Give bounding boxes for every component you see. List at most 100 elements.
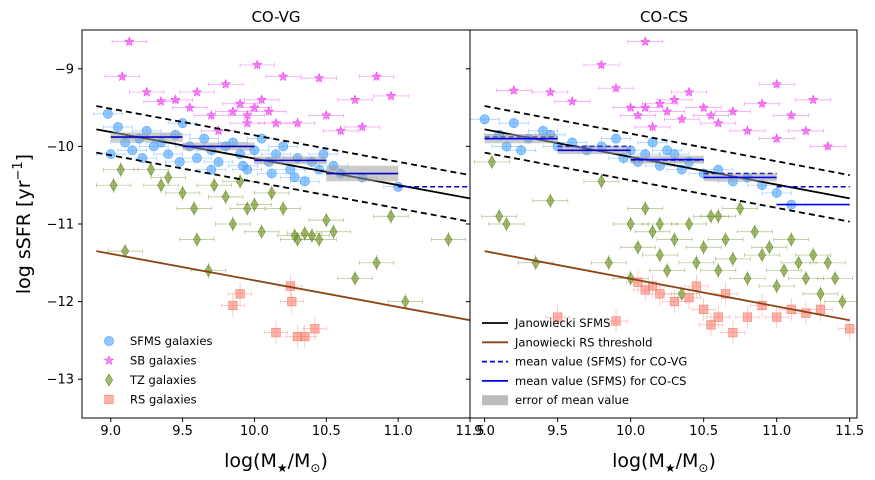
legend-label: mean value (SFMS) for CO-CS	[515, 374, 686, 388]
data-point-diamond	[293, 232, 302, 247]
data-point-diamond	[178, 186, 187, 200]
x-tick-label: 10.0	[616, 424, 645, 439]
title-co-vg: CO-VG	[251, 8, 300, 26]
data-point-star	[727, 106, 738, 116]
data-point-diamond	[221, 190, 230, 204]
ticks-co-vg: 9.0 9.5 10.0 10.5 11.0 11.5 −9 −10 −11 −12 −13	[47, 62, 485, 439]
data-point-square	[742, 312, 753, 322]
panel-co-cs: 9.0 9.5 10.0 10.5 11.0 11.5 CO-CS Janowiecki …	[466, 8, 864, 439]
data-point-diamond	[372, 256, 381, 270]
data-point-diamond	[604, 256, 613, 270]
data-point-star	[596, 59, 607, 70]
legend-marker-star	[103, 355, 115, 365]
data-point-square	[706, 320, 716, 330]
data-point-star	[654, 98, 665, 109]
data-point-star	[242, 109, 253, 120]
x-tick-label: 9.0	[100, 424, 121, 439]
data-point-star	[184, 102, 195, 112]
data-point-circle	[516, 145, 527, 156]
sfms-scatter-line	[484, 105, 850, 176]
data-point-diamond	[707, 209, 715, 223]
data-point-star	[117, 71, 128, 81]
y-tick-label: −11	[47, 218, 74, 233]
data-point-star	[385, 90, 397, 101]
data-point-star	[278, 71, 289, 81]
data-point-circle	[479, 114, 490, 125]
data-point-square	[713, 312, 723, 322]
data-point-square	[815, 304, 826, 314]
data-point-diamond	[157, 178, 165, 192]
data-point-star	[155, 95, 167, 106]
sfms-scatter-line	[484, 151, 850, 223]
data-point-star	[249, 102, 260, 112]
data-point-diamond	[699, 240, 708, 254]
data-point-diamond	[780, 263, 788, 278]
legend-label: Janowiecki SFMS	[514, 316, 610, 330]
data-point-star	[292, 117, 303, 128]
data-point-star	[713, 117, 724, 128]
data-point-diamond	[257, 225, 266, 239]
data-point-star	[756, 98, 768, 109]
y-axis-label: log sSFR [yr−1]	[11, 154, 35, 294]
data-point-square	[611, 316, 621, 326]
y-tick-label: −10	[47, 140, 74, 155]
data-point-star	[252, 59, 263, 70]
data-point-diamond	[677, 287, 686, 301]
data-point-star	[800, 125, 812, 136]
y-tick-label: −9	[55, 62, 74, 77]
legend-label: error of mean value	[515, 393, 629, 407]
data-point-star	[335, 125, 346, 136]
data-point-circle	[299, 176, 310, 187]
data-point-diamond	[685, 217, 694, 231]
data-point-diamond	[794, 256, 803, 270]
x-tick-label: 11.5	[835, 424, 864, 439]
data-point-star	[357, 121, 368, 132]
data-point-diamond	[190, 201, 199, 216]
data-point-diamond	[823, 256, 832, 270]
legend-label: mean value (SFMS) for CO-VG	[515, 355, 687, 369]
data-point-circle	[662, 145, 673, 156]
data-point-square	[300, 331, 310, 342]
data-point-diamond	[193, 232, 201, 247]
data-point-diamond	[315, 232, 324, 247]
legend-label: RS galaxies	[130, 393, 197, 407]
data-point-star	[270, 117, 282, 128]
data-point-diamond	[116, 163, 125, 177]
data-point-star	[170, 94, 181, 105]
data-point-diamond	[109, 178, 118, 192]
data-point-diamond	[743, 271, 752, 285]
data-point-star	[371, 71, 382, 81]
data-point-star	[220, 78, 231, 89]
rs-threshold-line	[484, 250, 850, 322]
data-point-diamond	[772, 279, 781, 293]
data-point-square	[728, 328, 738, 338]
data-point-diamond	[164, 170, 173, 185]
data-point-diamond	[279, 201, 288, 216]
data-point-diamond	[765, 240, 774, 254]
sfms-scatter-line	[96, 151, 470, 223]
data-point-circle	[278, 141, 289, 152]
data-point-diamond	[387, 209, 395, 223]
data-point-circle	[163, 149, 174, 160]
data-point-square	[720, 289, 731, 299]
data-point-star	[669, 94, 680, 105]
legend-co-vg: SFMS galaxies SB galaxies TZ galaxies RS ga…	[103, 334, 212, 407]
x-tick-label: 10.0	[240, 424, 269, 439]
data-point-diamond	[210, 178, 219, 192]
data-point-circle	[206, 164, 217, 175]
data-point-diamond	[670, 232, 679, 247]
data-point-star	[141, 86, 152, 97]
data-point-square	[845, 324, 855, 334]
data-point-diamond	[351, 271, 359, 285]
data-point-star	[227, 106, 239, 116]
legend-label: SFMS galaxies	[130, 334, 212, 348]
x-tick-label: 10.5	[312, 424, 341, 439]
data-point-square	[684, 293, 694, 303]
data-point-diamond	[714, 209, 723, 223]
data-point-square	[633, 277, 643, 287]
legend-marker-square	[104, 394, 114, 405]
legend-marker-circle	[104, 336, 114, 346]
data-point-star	[625, 102, 636, 112]
data-point-diamond	[626, 217, 635, 231]
data-point-diamond	[721, 232, 730, 247]
